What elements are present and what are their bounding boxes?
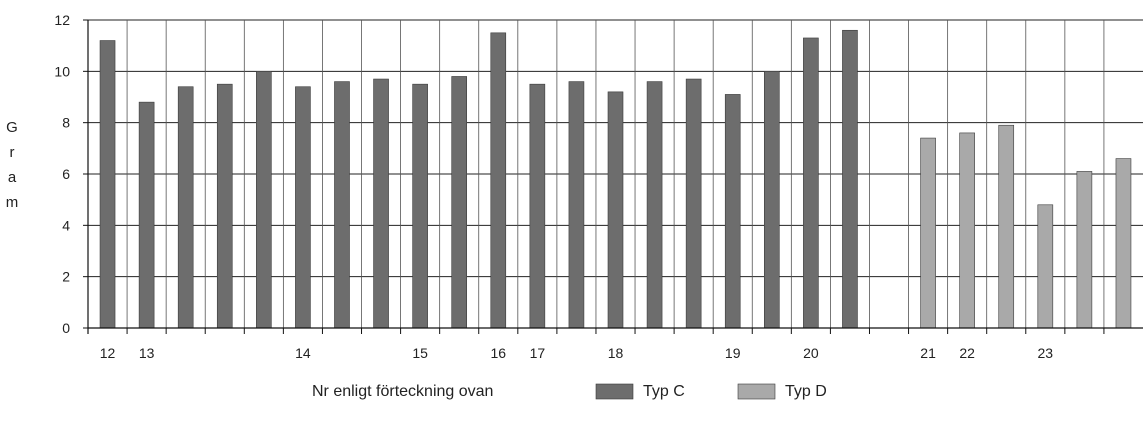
x-tick-label: 23 (1038, 345, 1054, 361)
axes (83, 19, 1143, 334)
x-tick-label: 21 (920, 345, 936, 361)
legend: Nr enligt förteckning ovan Typ C Typ D (312, 383, 827, 400)
bar (373, 78, 389, 329)
bar (295, 86, 311, 329)
bar (138, 101, 155, 329)
bar (998, 124, 1015, 329)
bar (451, 76, 468, 329)
bar (724, 94, 741, 329)
y-tick-label: 12 (54, 12, 70, 28)
bar (607, 91, 624, 329)
bar (177, 86, 194, 329)
x-tick-label: 15 (412, 345, 428, 361)
bar (1076, 171, 1093, 329)
bar (959, 132, 975, 329)
x-tick-label: 20 (803, 345, 819, 361)
y-tick-label: 0 (62, 320, 70, 336)
x-tick-label: 22 (959, 345, 975, 361)
x-tick-label: 18 (608, 345, 624, 361)
bar (334, 81, 350, 329)
bar (685, 78, 702, 329)
x-tick-label: 19 (725, 345, 741, 361)
x-tick-label: 13 (139, 345, 155, 361)
x-tick-label: 12 (100, 345, 116, 361)
bar (803, 37, 819, 329)
bar (490, 32, 507, 329)
bar (1115, 158, 1132, 329)
bar (256, 71, 272, 329)
bar (842, 29, 858, 329)
legend-swatch (737, 383, 776, 400)
x-tick-labels: 12 13 14 15 16 17 18 19 20 21 22 23 (100, 345, 1054, 361)
y-tick-label: 8 (62, 115, 70, 131)
x-tick-label: 16 (490, 345, 506, 361)
bars (99, 29, 1132, 329)
bar (763, 71, 780, 329)
y-tick-label: 10 (54, 63, 70, 79)
bar (1037, 204, 1054, 329)
legend-label: Typ D (785, 383, 827, 400)
x-axis-title: Nr enligt förteckning ovan (312, 383, 493, 400)
y-tick-labels: 0 2 4 6 8 10 12 (54, 12, 70, 336)
y-tick-label: 2 (62, 269, 70, 285)
legend-swatch (595, 383, 634, 400)
bar (529, 83, 546, 329)
bar (99, 40, 116, 329)
x-tick-label: 17 (530, 345, 546, 361)
bar (646, 81, 663, 329)
bar (412, 83, 428, 329)
y-tick-label: 6 (62, 166, 70, 182)
y-tick-label: 4 (62, 217, 70, 233)
bar (920, 137, 936, 329)
legend-label: Typ C (643, 383, 685, 400)
bar (216, 83, 233, 329)
bar (568, 81, 585, 329)
x-tick-label: 14 (295, 345, 311, 361)
